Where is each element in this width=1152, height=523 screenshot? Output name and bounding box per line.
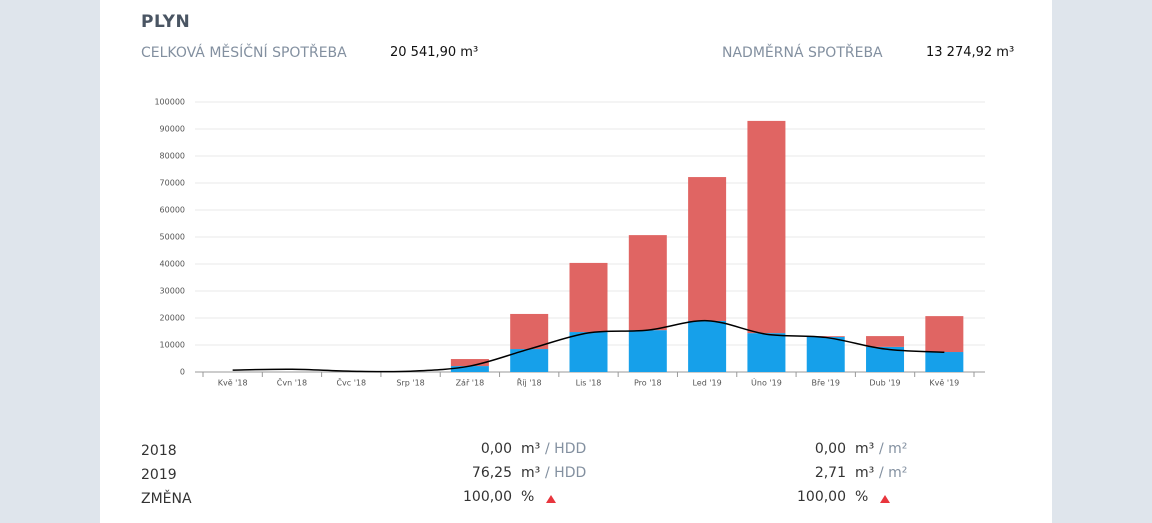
bar-segment [569, 332, 608, 372]
area-unit: m³ [855, 441, 875, 457]
y-tick-label: 50000 [160, 233, 185, 242]
hdd-unit: % [521, 489, 535, 505]
hdd-value: 76,25 [471, 465, 512, 481]
x-tick-label: Led '19 [692, 379, 721, 388]
bar-segment [510, 313, 549, 350]
y-tick-label: 60000 [160, 206, 185, 215]
hdd-unit: m³ [521, 441, 541, 457]
y-tick-label: 30000 [160, 287, 185, 296]
stat-label: NADMĚRNÁ SPOTŘEBA [722, 45, 883, 61]
y-tick-label: 100000 [154, 98, 185, 107]
row-label: 2019 [141, 467, 177, 483]
area-value: 2,71 [814, 465, 846, 481]
bar-segment [747, 333, 786, 372]
x-tick-label: Lis '18 [576, 379, 602, 388]
panel-title: PLYN [141, 12, 191, 32]
hdd-per: / HDD [545, 465, 587, 481]
bar-segment [866, 346, 905, 372]
y-tick-label: 0 [180, 368, 185, 377]
y-tick-label: 80000 [160, 152, 185, 161]
bar-segment [925, 316, 964, 353]
bar-segment [628, 235, 667, 331]
chart: 0 10000 20000 30000 40000 50000 60000 70000 8000… [154, 98, 985, 388]
up-arrow [546, 495, 556, 503]
bar-segment [510, 349, 549, 372]
y-tick-label: 90000 [160, 125, 185, 134]
x-tick-label: Říj '18 [517, 378, 542, 388]
panel: 0 10000 20000 30000 40000 50000 60000 70000 8000… [100, 0, 1052, 523]
stat-label: CELKOVÁ MĚSÍČNÍ SPOTŘEBA [141, 45, 347, 61]
area-unit: % [855, 489, 869, 505]
line [232, 319, 945, 373]
x-tick-label: Pro '18 [634, 379, 662, 388]
x-tick-label: Srp '18 [396, 379, 424, 388]
y-tick-label: 20000 [160, 314, 185, 323]
bar-segment [628, 330, 667, 372]
area-unit: m³ [855, 465, 875, 481]
area-per: / m² [879, 441, 908, 457]
x-tick-label: Čvc '18 [336, 377, 366, 388]
hdd-value: 100,00 [463, 489, 512, 505]
hdd-value: 0,00 [480, 441, 512, 457]
row-label: ZMĚNA [141, 491, 192, 507]
up-arrow [880, 495, 890, 503]
bar-segment [688, 177, 727, 321]
bar-segment [806, 336, 845, 372]
x-tick-label: Kvě '18 [218, 379, 248, 388]
bar-segment [450, 359, 489, 367]
bar-segment [747, 120, 786, 334]
x-tick-label: Čvn '18 [277, 377, 307, 388]
row-label: 2018 [141, 443, 177, 459]
hdd-unit: m³ [521, 465, 541, 481]
bar-segment [450, 366, 489, 372]
x-tick-label: Dub '19 [869, 379, 900, 388]
area-per: / m² [879, 465, 908, 481]
bar-segment [688, 320, 727, 372]
x-tick-label: Úno '19 [751, 377, 782, 388]
bar-segment [806, 336, 845, 337]
stat-value: 13 274,92 m³ [926, 45, 1015, 60]
x-tick-label: Bře '19 [812, 379, 840, 388]
x-tick-label: Zář '18 [456, 379, 485, 388]
hdd-per: / HDD [545, 441, 587, 457]
area-value: 100,00 [797, 489, 846, 505]
x-tick-label: Kvě '19 [929, 379, 959, 388]
area-value: 0,00 [814, 441, 846, 457]
bar-segment [866, 336, 905, 347]
y-tick-label: 70000 [160, 179, 185, 188]
stat-value: 20 541,90 m³ [390, 45, 479, 60]
bar-segment [925, 352, 964, 372]
bar-segment [569, 262, 608, 333]
y-tick-label: 40000 [160, 260, 185, 269]
y-tick-label: 10000 [160, 341, 185, 350]
